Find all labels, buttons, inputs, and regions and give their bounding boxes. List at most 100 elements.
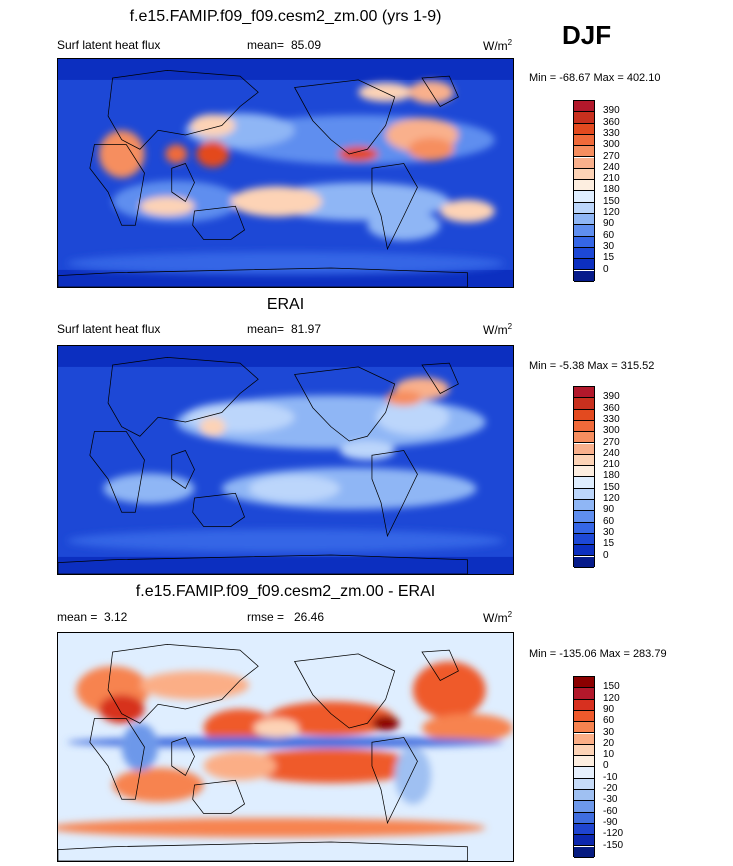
field-region	[385, 390, 422, 406]
units-base: W/m	[483, 611, 508, 625]
colorbar-tick-label: 15	[603, 538, 615, 550]
field-region	[422, 713, 513, 743]
colorbar-tick-label: -150	[603, 839, 624, 851]
coastline	[192, 492, 245, 527]
colorbar-swatch	[574, 812, 594, 824]
field-region	[367, 210, 441, 241]
colorbar-tick-label: 15	[603, 252, 615, 264]
field-region	[440, 199, 495, 223]
colorbar-tick-label: -10	[603, 771, 618, 783]
colorbar-tick-label: 0	[603, 549, 609, 561]
colorbar-swatch	[574, 409, 594, 421]
min-max-label: Min = -68.67 Max = 402.10	[529, 72, 661, 84]
colorbar-swatch	[574, 688, 594, 700]
colorbar-tick-label: 0	[603, 263, 609, 275]
colorbar-tick-label: 90	[603, 218, 615, 230]
colorbar-swatch	[574, 398, 594, 410]
colorbar-tick-label: -90	[603, 816, 618, 828]
stat-value: 81.97	[291, 322, 322, 336]
colorbar-swatch	[574, 733, 594, 745]
colorbar	[573, 676, 595, 858]
colorbar-swatch	[574, 134, 594, 147]
coastline	[171, 163, 195, 203]
field-region	[67, 251, 504, 275]
field-region	[412, 661, 486, 719]
colorbar-tick-label: 240	[603, 447, 620, 459]
coastline	[171, 737, 195, 777]
colorbar-swatch	[574, 722, 594, 734]
colorbar-tick-label: 0	[603, 760, 609, 772]
colorbar-swatch	[574, 790, 594, 802]
colorbar-swatch	[574, 247, 594, 260]
coastline	[58, 841, 468, 861]
colorbar-tick-label: -20	[603, 783, 618, 794]
colorbar-swatch	[574, 744, 594, 757]
coastline	[58, 554, 468, 574]
colorbar-tick-label: 360	[603, 402, 620, 414]
colorbar-tick-label: 180	[603, 184, 620, 196]
field-region	[67, 529, 504, 553]
mean-value: 3.12	[104, 610, 128, 624]
coastline	[421, 649, 459, 681]
field-region	[376, 400, 450, 435]
colorbar-tick-label: 300	[603, 139, 620, 151]
colorbar-tick-label: 180	[603, 470, 620, 482]
coastline	[294, 79, 396, 155]
field-region	[98, 694, 145, 724]
coastline	[107, 357, 259, 437]
coastline	[294, 366, 396, 442]
colorbar-tick-label: 270	[603, 436, 620, 448]
colorbar-tick-label: 390	[603, 391, 620, 403]
colorbar-swatch	[574, 801, 594, 813]
field-region	[240, 748, 422, 784]
colorbar-swatch	[574, 835, 594, 847]
colorbar	[573, 100, 595, 282]
colorbar	[573, 386, 595, 568]
colorbar-tick-label: 330	[603, 413, 620, 425]
variable-label: Surf latent heat flux	[57, 38, 161, 52]
field-region	[112, 767, 204, 803]
field-region	[121, 723, 159, 771]
field-region	[340, 441, 395, 460]
coastline	[107, 70, 259, 150]
colorbar-swatch	[574, 168, 594, 181]
colorbar-tick-label: 270	[603, 150, 620, 162]
world-map	[57, 632, 514, 862]
colorbar-tick-label: 120	[603, 493, 620, 504]
field-region	[203, 751, 277, 781]
colorbar-swatch	[574, 259, 594, 271]
panel-title: ERAI	[266, 296, 305, 313]
min-max-label: Min = -5.38 Max = 315.52	[529, 360, 655, 372]
world-map	[57, 345, 514, 575]
colorbar-tick-label: 150	[603, 681, 620, 693]
colorbar-swatch	[574, 432, 594, 444]
variable-label: Surf latent heat flux	[57, 322, 161, 336]
season-label: DJF	[562, 20, 612, 50]
colorbar-swatch	[574, 236, 594, 248]
field-region	[139, 196, 195, 216]
world-map	[57, 58, 514, 288]
colorbar-tick-label: -30	[603, 794, 618, 806]
colorbar-swatch	[574, 823, 594, 836]
coastline	[58, 267, 468, 287]
colorbar-swatch	[574, 500, 594, 512]
field-region	[338, 146, 379, 162]
stat-value: 26.46	[294, 610, 325, 624]
units-label: W/m2	[483, 38, 512, 53]
field-region	[249, 475, 341, 502]
field-region	[98, 130, 145, 178]
colorbar-tick-label: 360	[603, 116, 620, 128]
coastline	[192, 205, 245, 240]
units-label: W/m2	[483, 322, 512, 337]
colorbar-tick-label: 390	[603, 105, 620, 117]
colorbar-swatch	[574, 443, 594, 455]
units-exponent: 2	[507, 610, 513, 619]
field-region	[103, 473, 195, 504]
colorbar-swatch	[574, 846, 594, 858]
field-region	[253, 718, 300, 738]
colorbar-tick-label: 300	[603, 425, 620, 437]
stat-value: 85.09	[291, 38, 322, 52]
colorbar-swatch	[574, 123, 594, 135]
coastline	[89, 144, 145, 226]
coastline	[421, 75, 459, 107]
